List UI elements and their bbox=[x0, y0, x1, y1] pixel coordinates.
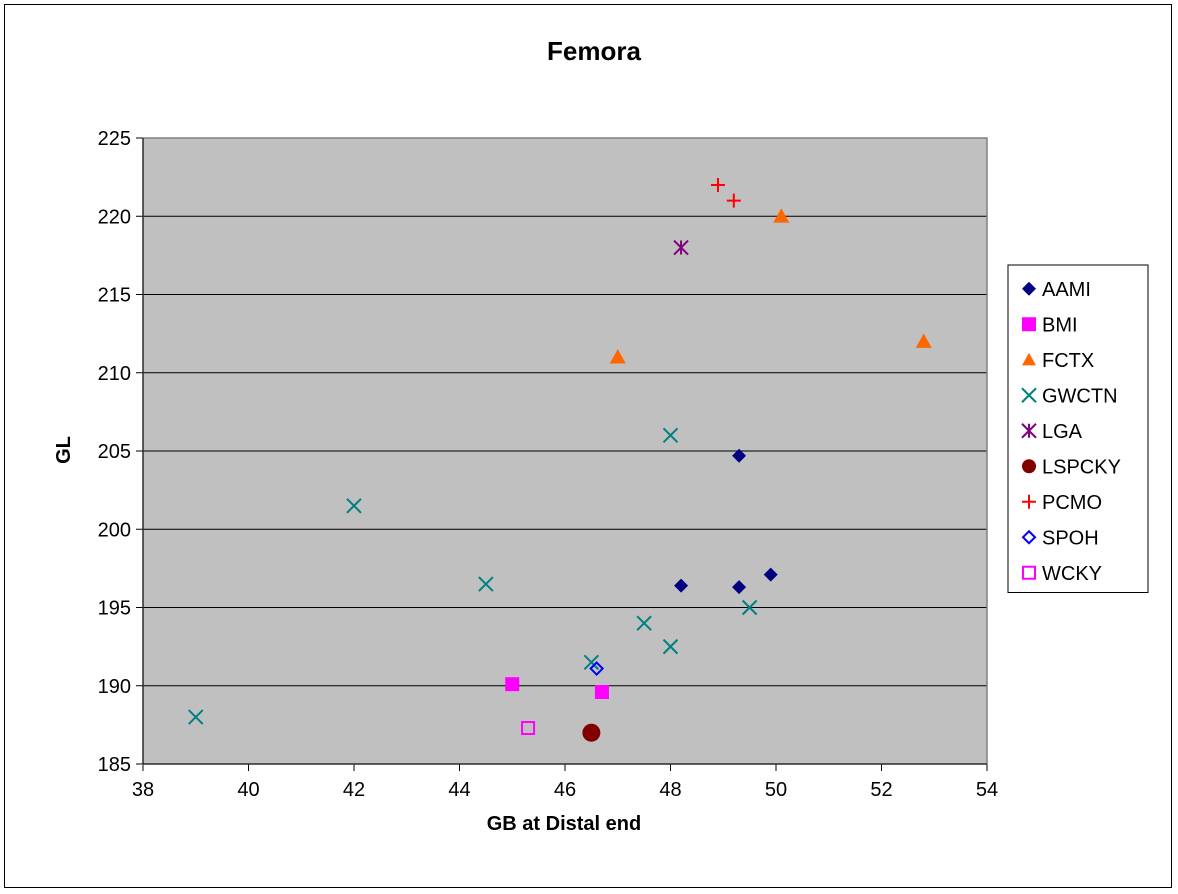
legend-label-fctx: FCTX bbox=[1042, 350, 1094, 372]
data-point-aami bbox=[674, 578, 689, 593]
data-point-aami bbox=[732, 448, 747, 463]
legend-label-bmi: BMI bbox=[1042, 314, 1078, 336]
legend-label-spoh: SPOH bbox=[1042, 527, 1099, 549]
y-tick-label: 190 bbox=[98, 676, 131, 698]
x-tick-label: 38 bbox=[132, 779, 154, 801]
legend-marker-lga bbox=[1021, 423, 1037, 439]
plot-area: 185 190 195 200 205 210 215 220 225 38 40 42 44 46 48 5… bbox=[98, 128, 999, 801]
y-tick-label: 205 bbox=[98, 441, 131, 463]
data-point-gwctn bbox=[636, 615, 652, 631]
legend-label-lga: LGA bbox=[1042, 421, 1083, 443]
y-tick-label: 225 bbox=[98, 128, 131, 150]
chart-title: Femora bbox=[547, 36, 641, 66]
legend-marker-aami bbox=[1022, 281, 1036, 296]
y-tick-label: 210 bbox=[98, 363, 131, 385]
y-tick-label: 195 bbox=[98, 598, 131, 620]
data-point-lga bbox=[673, 239, 689, 256]
data-point-aami bbox=[763, 567, 778, 582]
x-tick-label: 42 bbox=[343, 779, 365, 801]
x-tick-label: 40 bbox=[237, 779, 259, 801]
legend-marker-gwctn bbox=[1021, 387, 1037, 403]
y-axis-title: GL bbox=[53, 436, 75, 464]
y-tick-label: 200 bbox=[98, 519, 131, 541]
data-point-lspcky bbox=[582, 723, 601, 742]
data-point-gwctn bbox=[346, 498, 362, 514]
y-tick-label: 185 bbox=[98, 754, 131, 776]
data-point-wcky bbox=[521, 721, 536, 736]
data-point-bmi bbox=[505, 677, 520, 692]
legend: AAMI BMI FCTX GWCTN LGA LSPCKY PCMO SPOH WCKY bbox=[1007, 264, 1149, 593]
legend-marker-fctx bbox=[1022, 352, 1036, 366]
legend-marker-wcky bbox=[1022, 565, 1036, 580]
legend-label-lspcky: LSPCKY bbox=[1042, 456, 1121, 478]
legend-marker-spoh bbox=[1021, 529, 1037, 545]
data-point-gwctn bbox=[583, 654, 600, 670]
x-axis-title: GB at Distal end bbox=[487, 813, 641, 835]
y-tick-label: 220 bbox=[98, 206, 131, 228]
data-point-fctx bbox=[915, 333, 932, 348]
data-point-bmi bbox=[594, 685, 609, 700]
data-point-gwctn bbox=[741, 599, 758, 616]
data-point-fctx bbox=[609, 349, 626, 364]
data-point-gwctn bbox=[478, 576, 494, 592]
data-point-fctx bbox=[773, 208, 790, 223]
legend-marker-lspcky bbox=[1022, 459, 1036, 474]
legend-marker-bmi bbox=[1022, 317, 1036, 332]
data-point-pcmo bbox=[710, 177, 725, 192]
legend-label-gwctn: GWCTN bbox=[1042, 385, 1118, 407]
legend-marker-pcmo bbox=[1022, 494, 1036, 509]
y-tick-label: 215 bbox=[98, 285, 131, 307]
x-tick-label: 50 bbox=[765, 779, 787, 801]
data-point-spoh bbox=[589, 661, 605, 676]
data-point-gwctn bbox=[662, 427, 679, 444]
data-point-gwctn bbox=[662, 638, 679, 655]
legend-label-wcky: WCKY bbox=[1042, 563, 1102, 585]
data-point-aami bbox=[732, 580, 747, 595]
data-point-pcmo bbox=[726, 193, 741, 208]
legend-label-pcmo: PCMO bbox=[1042, 492, 1102, 514]
x-tick-label: 46 bbox=[554, 779, 576, 801]
x-tick-label: 52 bbox=[870, 779, 892, 801]
x-tick-label: 44 bbox=[448, 779, 470, 801]
data-point-gwctn bbox=[188, 709, 204, 725]
x-tick-label: 48 bbox=[659, 779, 681, 801]
x-tick-label: 54 bbox=[976, 779, 998, 801]
legend-label-aami: AAMI bbox=[1042, 279, 1091, 301]
